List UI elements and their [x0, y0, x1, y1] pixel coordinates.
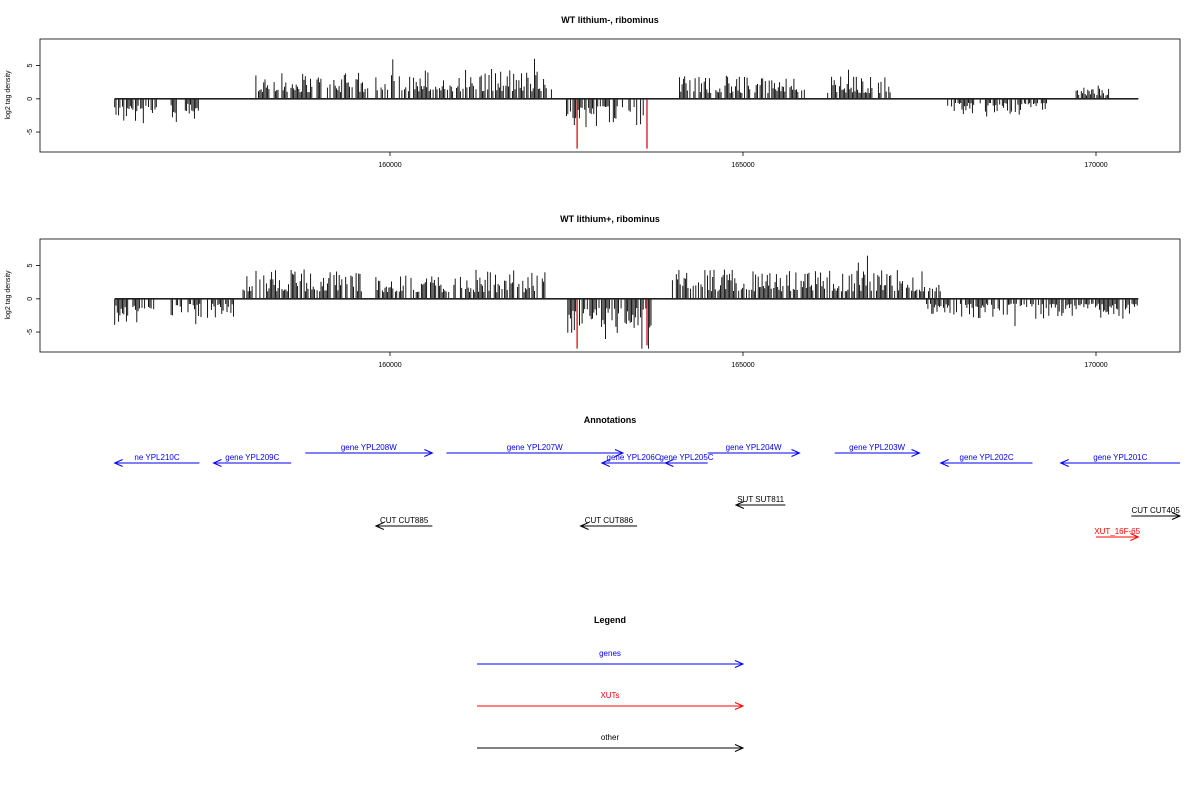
annotation-features: ne YPL210C gene YPL209C gene YPL208W gene Y…	[113, 443, 1182, 541]
annotation-other: CUT CUT405	[1131, 506, 1182, 520]
x-tick-label: 160000	[378, 362, 401, 369]
feature-label: SUT SUT811	[737, 495, 784, 504]
y-axis: -5 0 5	[27, 264, 40, 335]
feature-label: CUT CUT886	[585, 516, 634, 525]
annotation-gene: gene YPL206C	[600, 453, 666, 467]
annotation-gene: gene YPL203W	[834, 443, 921, 457]
legend-item: other	[477, 733, 745, 752]
arrow-head	[734, 744, 745, 752]
arrow-head	[1130, 533, 1140, 541]
annotation-gene: gene YPL207W	[446, 443, 625, 457]
x-tick-label: 160000	[378, 162, 401, 169]
legend-label: XUTs	[600, 691, 619, 700]
x-axis: 160000 165000 170000	[378, 152, 1108, 169]
x-tick-label: 170000	[1084, 362, 1107, 369]
feature-label: gene YPL203W	[849, 443, 905, 452]
feature-label: gene YPL201C	[1093, 453, 1147, 462]
feature-label: gene YPL204W	[726, 443, 782, 452]
signal-bars	[114, 255, 1138, 349]
arrow-head	[939, 459, 949, 467]
arrow-head	[212, 459, 222, 467]
x-tick-label: 170000	[1084, 162, 1107, 169]
y-tick-label: 5	[27, 64, 34, 68]
annotation-xut: XUT_16F-65	[1094, 527, 1141, 541]
y-tick-label: 5	[27, 264, 34, 268]
legend-item: genes	[477, 649, 745, 668]
x-tick-label: 165000	[731, 362, 754, 369]
arrow-head	[791, 449, 801, 457]
annotation-gene: gene YPL205C	[659, 453, 714, 467]
y-tick-label: 0	[27, 97, 34, 101]
annotation-other: CUT CUT886	[579, 516, 638, 530]
feature-label: gene YPL206C	[607, 453, 661, 462]
feature-label: gene YPL207W	[507, 443, 563, 452]
feature-label: CUT CUT405	[1131, 506, 1180, 515]
y-axis: -5 0 5	[27, 64, 40, 135]
annotation-gene: gene YPL204W	[707, 443, 801, 457]
arrow-head	[600, 459, 611, 467]
legend-items: genes XUTs other	[477, 649, 745, 752]
y-axis-label: log2 tag density	[5, 270, 12, 320]
annotations-title: Annotations	[584, 415, 637, 425]
annotation-gene: gene YPL208W	[305, 443, 434, 457]
y-tick-label: 0	[27, 297, 34, 301]
panel-title: WT lithium+, ribominus	[560, 214, 660, 224]
annotation-gene: gene YPL209C	[212, 453, 292, 467]
legend-label: genes	[599, 649, 621, 658]
arrow-head	[424, 449, 434, 457]
arrow-head	[113, 459, 123, 467]
plot-frame	[39, 38, 1181, 153]
arrow-head	[911, 449, 921, 457]
legend-item: XUTs	[477, 691, 745, 710]
arrow-head	[614, 449, 625, 457]
x-tick-label: 165000	[731, 162, 754, 169]
arrow-head	[664, 459, 674, 467]
arrow-head	[1059, 459, 1069, 467]
arrow-head	[1171, 512, 1182, 520]
legend-title: Legend	[594, 615, 626, 625]
annotation-gene: gene YPL202C	[939, 453, 1033, 467]
legend-label: other	[601, 733, 620, 742]
annotation-gene: ne YPL210C	[113, 453, 200, 467]
annotation-gene: gene YPL201C	[1059, 453, 1180, 467]
annotation-other: CUT CUT885	[374, 516, 433, 530]
plot-frame	[39, 238, 1181, 353]
arrow-head	[734, 501, 745, 509]
arrow-head	[579, 522, 589, 530]
signal-bars	[114, 58, 1110, 149]
arrow-head	[734, 660, 745, 668]
feature-label: gene YPL209C	[225, 453, 279, 462]
annotation-other: SUT SUT811	[734, 495, 786, 509]
feature-label: gene YPL202C	[960, 453, 1014, 462]
legend: Legend genes XUTs other	[477, 615, 745, 752]
feature-label: gene YPL208W	[341, 443, 397, 452]
arrow-head	[734, 702, 745, 710]
feature-label: ne YPL210C	[134, 453, 179, 462]
panel-title: WT lithium-, ribominus	[561, 15, 659, 25]
y-tick-label: -5	[27, 129, 34, 135]
annotations-panel: Annotations ne YPL210C gene YPL209C gene Y…	[113, 415, 1182, 541]
feature-label: gene YPL205C	[659, 453, 713, 462]
feature-label: XUT_16F-65	[1094, 527, 1140, 536]
y-axis-label: log2 tag density	[5, 70, 12, 120]
panel-lithium-minus: WT lithium-, ribominus log2 tag density …	[5, 15, 1181, 169]
arrow-head	[374, 522, 385, 530]
y-tick-label: -5	[27, 329, 34, 335]
panel-lithium-plus: WT lithium+, ribominus log2 tag density …	[5, 214, 1181, 369]
feature-label: CUT CUT885	[380, 516, 429, 525]
x-axis: 160000 165000 170000	[378, 352, 1108, 369]
